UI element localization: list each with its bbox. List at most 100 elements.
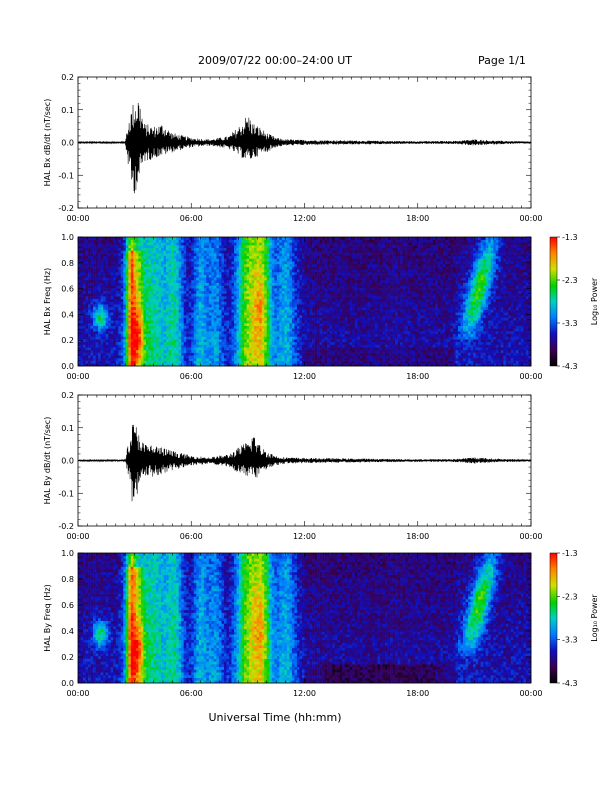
spectrogram-cell xyxy=(91,299,94,302)
spectrogram-cell xyxy=(330,328,333,331)
spectrogram-cell xyxy=(244,237,247,240)
spectrogram-cell xyxy=(292,285,295,288)
spectrogram-cell xyxy=(161,275,164,278)
spectrogram-cell xyxy=(317,350,320,353)
spectrogram-cell xyxy=(126,275,129,278)
spectrogram-cell xyxy=(179,296,182,299)
spectrogram-cell xyxy=(179,334,182,337)
spectrogram-cell xyxy=(166,283,169,286)
spectrogram-cell xyxy=(103,272,106,275)
spectrogram-cell xyxy=(232,361,235,364)
spectrogram-cell xyxy=(247,267,250,270)
spectrogram-cell xyxy=(88,318,91,321)
spectrogram-cell xyxy=(186,355,189,358)
spectrogram-cell xyxy=(302,291,305,294)
spectrogram-cell xyxy=(118,248,121,251)
spectrogram-cell xyxy=(184,275,187,278)
spectrogram-cell xyxy=(96,299,99,302)
spectrogram-cell xyxy=(166,302,169,305)
spectrogram-cell xyxy=(81,307,84,310)
spectrogram-cell xyxy=(116,334,119,337)
spectrogram-cell xyxy=(174,347,177,350)
spectrogram-cell xyxy=(151,307,154,310)
spectrogram-cell xyxy=(121,293,124,296)
spectrogram-cell xyxy=(189,291,192,294)
spectrogram-cell xyxy=(103,331,106,334)
spectrogram-cell xyxy=(189,245,192,248)
spectrogram-cell xyxy=(93,347,96,350)
spectrogram-cell xyxy=(234,245,237,248)
spectrogram-cell xyxy=(138,299,141,302)
spectrogram-cell xyxy=(184,339,187,342)
spectrogram-cell xyxy=(310,310,313,313)
spectrogram-cell xyxy=(93,272,96,275)
spectrogram-cell xyxy=(277,331,280,334)
spectrogram-cell xyxy=(159,310,162,313)
spectrogram-cell xyxy=(307,253,310,256)
spectrogram-cell xyxy=(138,240,141,243)
spectrogram-cell xyxy=(98,267,101,270)
spectrogram-cell xyxy=(214,328,217,331)
spectrogram-cell xyxy=(83,331,86,334)
spectrogram-cell xyxy=(287,272,290,275)
spectrogram-cell xyxy=(219,323,222,326)
spectrogram-cell xyxy=(174,318,177,321)
spectrogram-cell xyxy=(262,299,265,302)
spectrogram-cell xyxy=(108,291,111,294)
spectrogram-cell xyxy=(171,310,174,313)
spectrogram-cell xyxy=(299,347,302,350)
spectrogram-cell xyxy=(249,307,252,310)
spectrogram-cell xyxy=(196,288,199,291)
spectrogram-cell xyxy=(141,280,144,283)
spectrogram-cell xyxy=(171,345,174,348)
spectrogram-cell xyxy=(320,323,323,326)
spectrogram-cell xyxy=(252,283,255,286)
spectrogram-cell xyxy=(234,277,237,280)
spectrogram-cell xyxy=(159,275,162,278)
spectrogram-cell xyxy=(211,275,214,278)
spectrogram-cell xyxy=(123,299,126,302)
spectrogram-cell xyxy=(118,334,121,337)
spectrogram-cell xyxy=(136,240,139,243)
spectrogram-cell xyxy=(307,307,310,310)
spectrogram-cell xyxy=(116,323,119,326)
spectrogram-cell xyxy=(297,248,300,251)
spectrogram-cell xyxy=(194,361,197,364)
spectrogram-cell xyxy=(186,315,189,318)
spectrogram-cell xyxy=(244,361,247,364)
spectrogram-cell xyxy=(118,342,121,345)
spectrogram-cell xyxy=(174,358,177,361)
spectrogram-cell xyxy=(294,328,297,331)
spectrogram-cell xyxy=(174,355,177,358)
spectrogram-cell xyxy=(174,264,177,267)
spectrogram-cell xyxy=(307,310,310,313)
spectrogram-cell xyxy=(78,299,81,302)
spectrogram-cell xyxy=(282,342,285,345)
spectrogram-cell xyxy=(287,342,290,345)
spectrogram-cell xyxy=(101,264,104,267)
spectrogram-cell xyxy=(305,347,308,350)
spectrogram-cell xyxy=(113,240,116,243)
spectrogram-cell xyxy=(118,280,121,283)
spectrogram-cell xyxy=(310,350,313,353)
spectrogram-cell xyxy=(242,261,245,264)
spectrogram-cell xyxy=(121,318,124,321)
spectrogram-cell xyxy=(159,299,162,302)
spectrogram-cell xyxy=(159,253,162,256)
spectrogram-cell xyxy=(239,307,242,310)
spectrogram-cell xyxy=(297,283,300,286)
spectrogram-cell xyxy=(116,242,119,245)
spectrogram-cell xyxy=(103,318,106,321)
spectrogram-cell xyxy=(161,310,164,313)
spectrogram-cell xyxy=(181,277,184,280)
spectrogram-cell xyxy=(101,250,104,253)
spectrogram-cell xyxy=(194,355,197,358)
spectrogram-cell xyxy=(174,259,177,262)
spectrogram-cell xyxy=(194,304,197,307)
spectrogram-cell xyxy=(148,269,151,272)
spectrogram-cell xyxy=(116,310,119,313)
spectrogram-cell xyxy=(269,280,272,283)
spectrogram-cell xyxy=(199,299,202,302)
spectrogram-cell xyxy=(106,353,109,356)
spectrogram-cell xyxy=(226,240,229,243)
